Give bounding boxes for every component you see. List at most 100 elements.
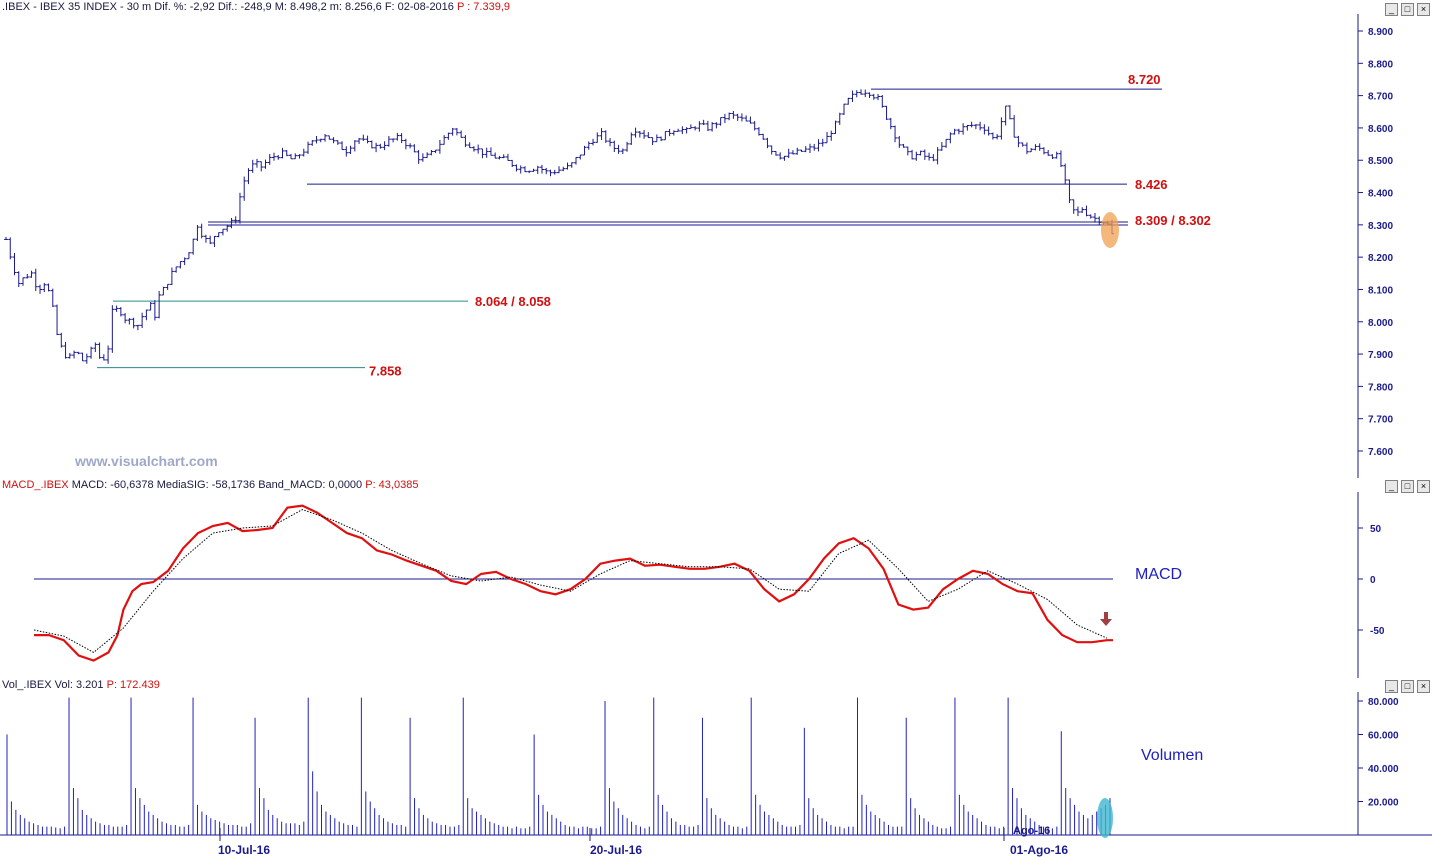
- price-bar: [140, 312, 145, 328]
- price-bar: [344, 146, 349, 157]
- price-bar: [1088, 214, 1093, 219]
- price-y-tick-label: 7.700: [1368, 415, 1393, 426]
- price-bar: [824, 131, 829, 144]
- price-bar: [195, 224, 200, 242]
- price-bar: [459, 130, 464, 138]
- price-bar: [659, 136, 664, 142]
- signal-line: [33, 509, 1108, 654]
- price-close-button[interactable]: ×: [1417, 3, 1430, 16]
- price-header-dif: Dif.: -248,9: [217, 1, 272, 13]
- price-maximize-button[interactable]: □: [1401, 3, 1414, 16]
- price-bar: [688, 124, 693, 130]
- price-bar: [271, 152, 276, 161]
- price-bar: [859, 89, 864, 95]
- price-header-p: P : 7.339,9: [456, 1, 510, 13]
- price-bar: [450, 127, 455, 136]
- price-bar: [335, 140, 340, 145]
- price-bar: [595, 132, 600, 143]
- price-bar: [846, 97, 851, 105]
- price-y-tick-label: 8.200: [1368, 253, 1393, 264]
- price-bar: [33, 268, 38, 292]
- price-bar: [38, 284, 43, 294]
- price-bar: [952, 128, 957, 135]
- volume-header: Vol_.IBEX Vol: 3.201 P: 172.439: [2, 679, 160, 691]
- price-bar: [748, 116, 753, 124]
- price-bar: [769, 145, 774, 155]
- price-bar: [990, 132, 995, 140]
- price-bar: [169, 267, 174, 286]
- price-bar: [212, 235, 217, 247]
- volume-minimize-button[interactable]: _: [1385, 680, 1398, 693]
- price-bar: [914, 151, 919, 161]
- price-bar: [229, 217, 234, 229]
- price-bar: [463, 135, 468, 148]
- price-bar: [467, 142, 472, 149]
- macd-close-button[interactable]: ×: [1417, 480, 1430, 493]
- price-bar: [705, 120, 710, 132]
- price-bar: [263, 159, 268, 169]
- price-bar: [220, 228, 225, 236]
- price-bar: [72, 350, 77, 359]
- macd-header-band: Band_MACD: 0,0000: [258, 479, 363, 491]
- price-bar: [973, 124, 978, 130]
- price-bar: [199, 223, 204, 239]
- volume-maximize-button[interactable]: □: [1401, 680, 1414, 693]
- price-bar: [807, 143, 812, 154]
- price-bar: [1092, 213, 1097, 223]
- price-bar: [29, 270, 34, 278]
- price-bar: [969, 121, 974, 128]
- price-bar: [8, 237, 13, 260]
- price-bar: [242, 176, 247, 201]
- level-label: 7.858: [369, 364, 402, 379]
- price-bar: [403, 138, 408, 150]
- price-bar: [1007, 105, 1012, 120]
- price-bar: [927, 152, 932, 161]
- price-bar: [935, 147, 940, 165]
- price-bar: [654, 134, 659, 143]
- price-bar: [352, 140, 357, 152]
- price-bar: [501, 154, 506, 159]
- price-bar: [186, 252, 191, 260]
- price-bar: [676, 128, 681, 132]
- price-bar: [612, 140, 617, 153]
- price-bar: [446, 132, 451, 140]
- price-bar: [12, 253, 17, 276]
- volume-y-tick-label: 20.000: [1368, 798, 1399, 809]
- macd-minimize-button[interactable]: _: [1385, 480, 1398, 493]
- volume-close-button[interactable]: ×: [1417, 680, 1430, 693]
- price-bar: [782, 155, 787, 161]
- macd-header-signal: MediaSIG: -58,1736: [156, 479, 256, 491]
- price-bar: [812, 143, 817, 151]
- price-bar: [922, 149, 927, 160]
- price-bar: [259, 161, 264, 172]
- price-bar: [599, 128, 604, 141]
- price-bar: [518, 165, 523, 174]
- macd-maximize-button[interactable]: □: [1401, 480, 1414, 493]
- price-y-tick-label: 7.900: [1368, 350, 1393, 361]
- price-bar: [246, 168, 251, 185]
- macd-y-tick-label: 50: [1370, 524, 1382, 535]
- price-bar: [1067, 179, 1072, 204]
- price-bar: [693, 126, 698, 131]
- price-bar: [880, 94, 885, 108]
- price-bar: [710, 122, 715, 132]
- watermark: www.visualchart.com: [74, 453, 218, 469]
- price-bar: [569, 162, 574, 168]
- price-bar: [110, 305, 115, 353]
- price-bar: [106, 345, 111, 364]
- price-bar: [1024, 142, 1029, 155]
- price-minimize-button[interactable]: _: [1385, 3, 1398, 16]
- price-bar: [893, 125, 898, 143]
- macd-chart: 50 0 -50 MACD: [33, 492, 1385, 678]
- price-bar: [174, 266, 179, 273]
- price-bar: [323, 134, 328, 142]
- price-bar: [625, 141, 630, 152]
- price-bar: [267, 153, 272, 165]
- price-bar: [237, 192, 242, 224]
- price-bar: [548, 169, 553, 177]
- x-tick-label: 20-Jul-16: [590, 843, 642, 857]
- price-bar: [484, 147, 489, 158]
- price-bar: [157, 291, 162, 319]
- price-bar: [778, 152, 783, 160]
- price-bar: [833, 120, 838, 135]
